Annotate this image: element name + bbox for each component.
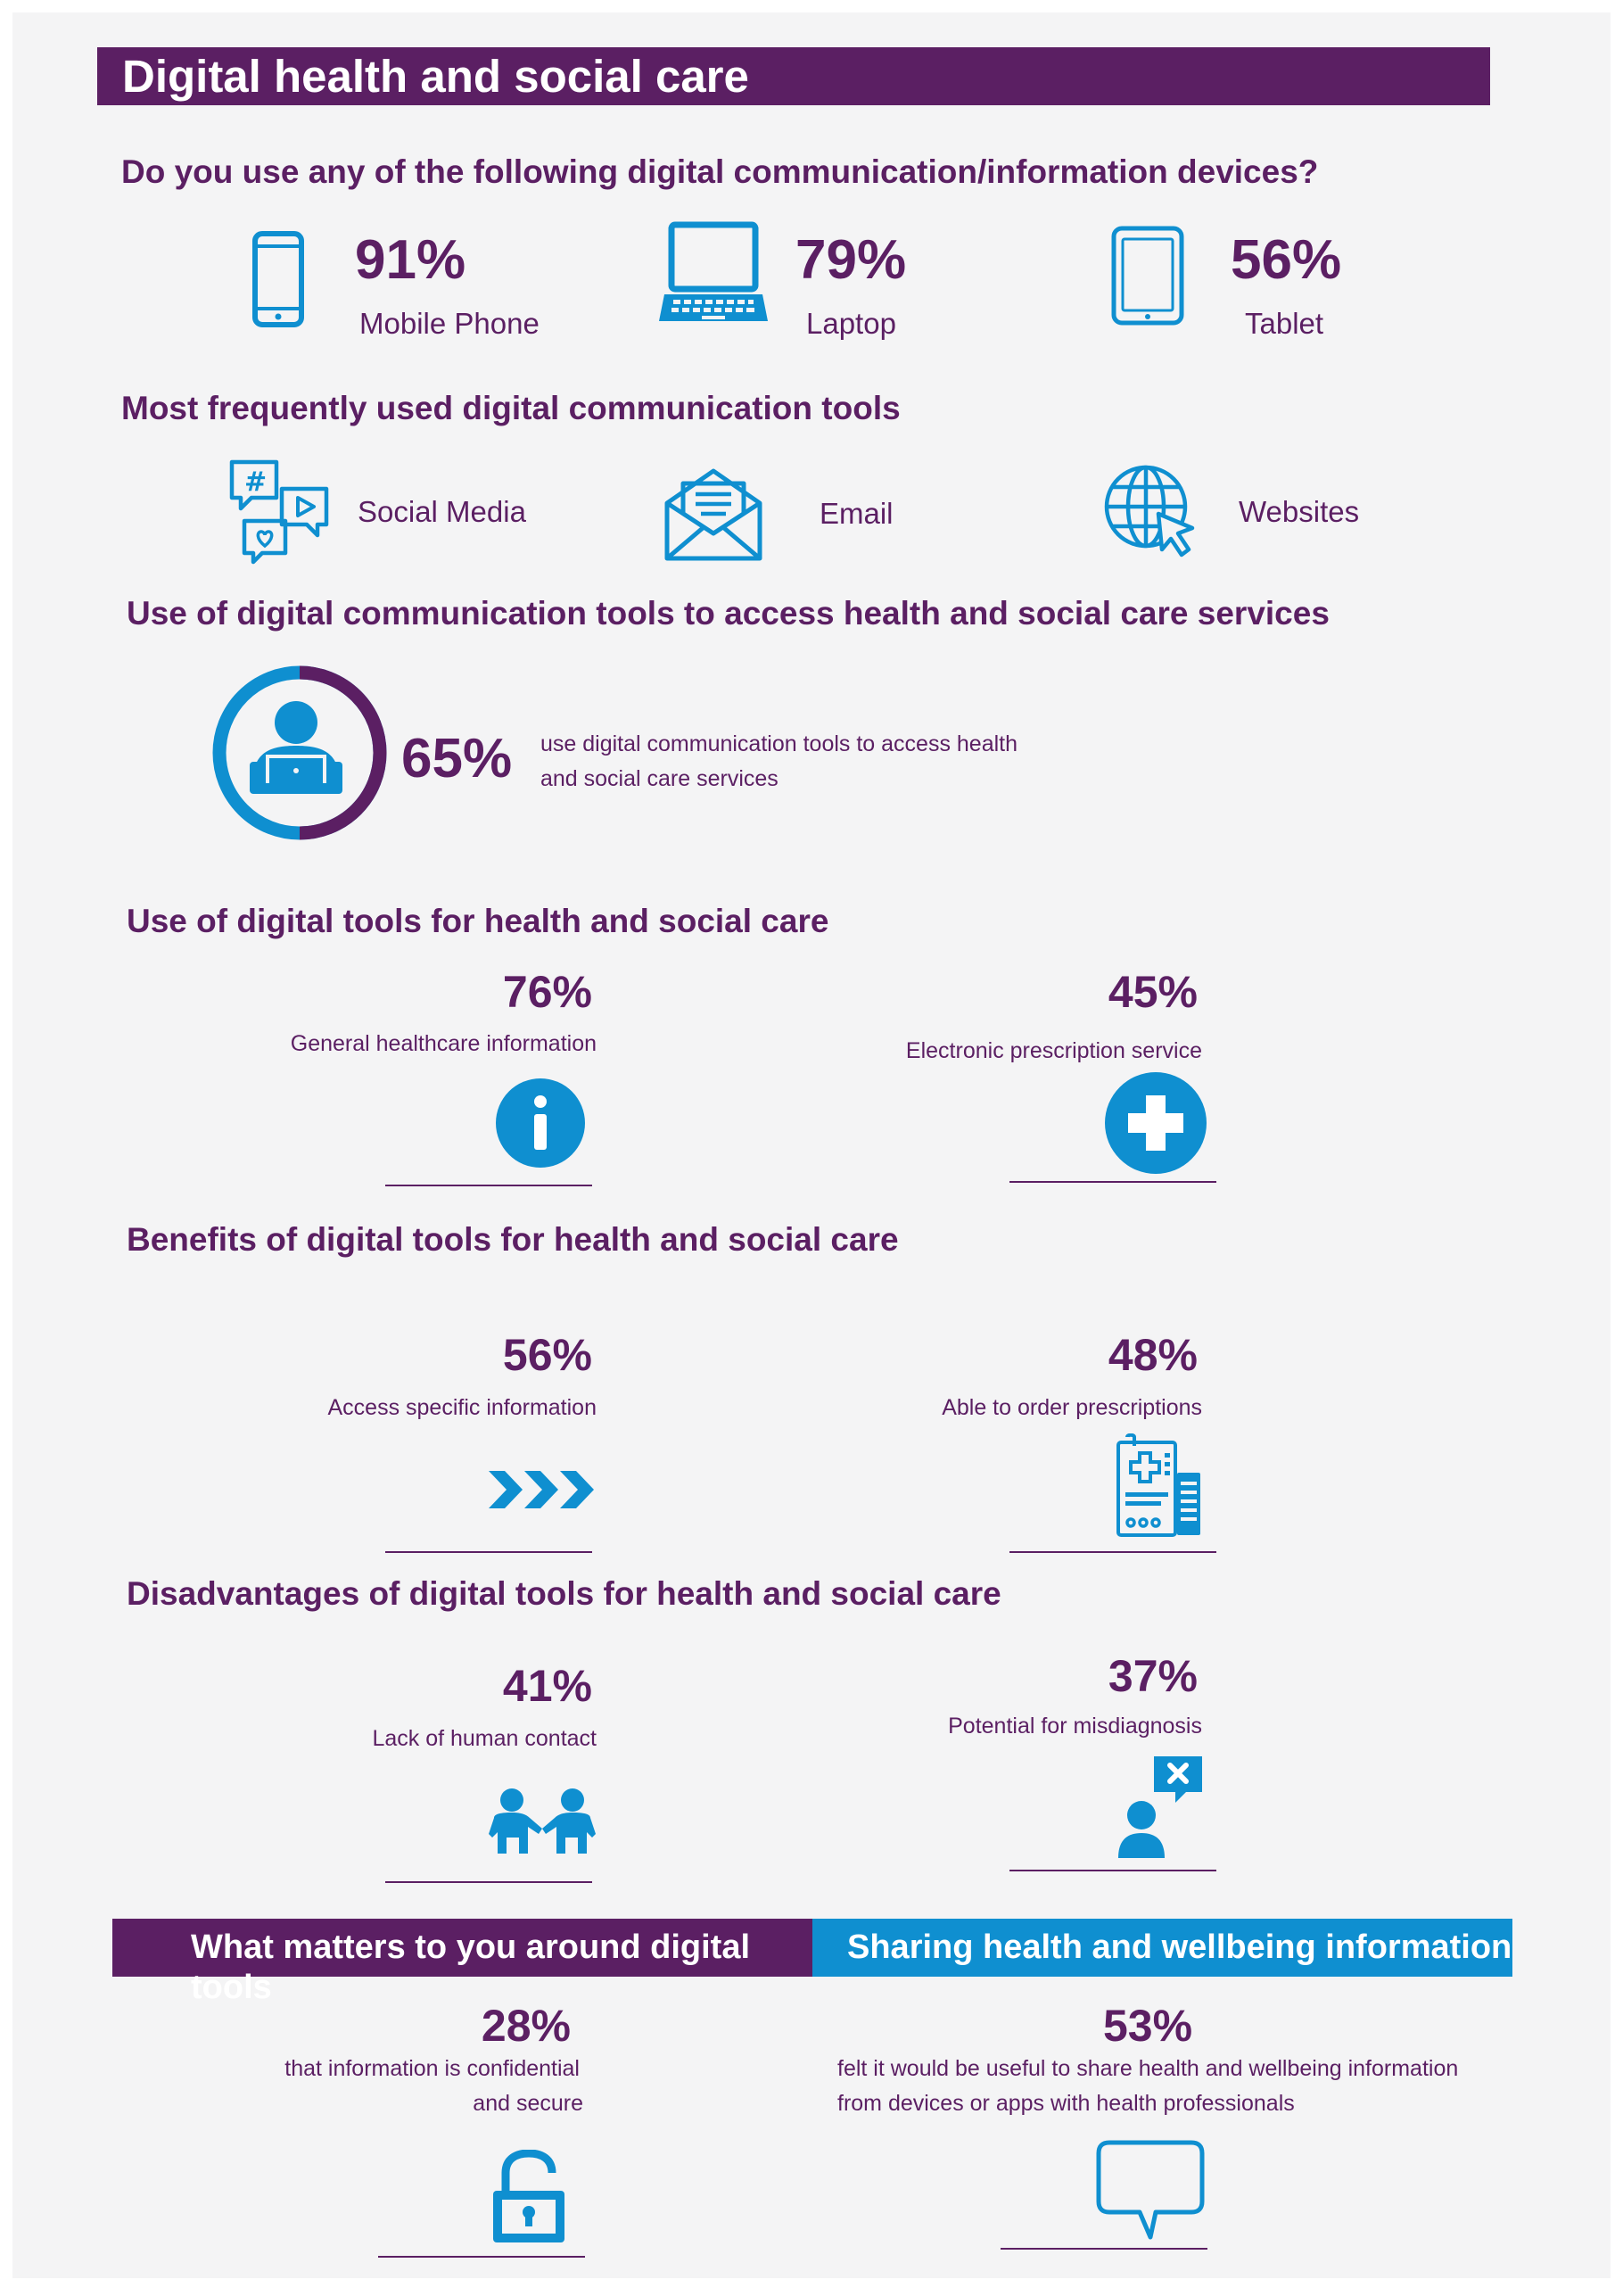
page-title: Digital health and social care [97, 47, 1490, 105]
matters-pct: 28% [481, 2001, 571, 2051]
sharing-header-bar: Sharing health and wellbeing information [812, 1919, 1512, 1977]
benefits-right-pct: 48% [1108, 1330, 1198, 1380]
use-left-rule [385, 1185, 592, 1186]
tablet-label: Tablet [1245, 307, 1324, 340]
info-icon [496, 1078, 585, 1168]
matters-header-line1: What matters to you around digital [191, 1928, 751, 1966]
sharing-desc-line1: felt it would be useful to share health … [837, 2056, 1459, 2081]
benefits-left-pct: 56% [502, 1330, 592, 1380]
benefits-right-rule [1009, 1551, 1216, 1553]
devices-question: Do you use any of the following digital … [121, 153, 1319, 190]
tablet-pct: 56% [1231, 229, 1342, 291]
disadvantages-left-label: Lack of human contact [372, 1726, 597, 1751]
access-desc-line2: and social care services [540, 766, 779, 791]
fast-forward-chevrons-icon [489, 1471, 594, 1508]
access-donut-chart [212, 665, 387, 840]
svg-text:#: # [244, 467, 267, 498]
use-right-pct: 45% [1108, 967, 1198, 1017]
donut-arc [299, 665, 387, 840]
disadvantages-right-pct: 37% [1108, 1651, 1198, 1701]
two-people-icon [489, 1788, 596, 1854]
laptop-pct: 79% [795, 229, 907, 291]
use-right-rule [1009, 1181, 1216, 1183]
mobile-phone-pct: 91% [355, 229, 466, 291]
email-label: Email [820, 497, 894, 530]
prescription-icon [1116, 1433, 1200, 1537]
benefits-right-label: Able to order prescriptions [942, 1395, 1202, 1420]
person-error-icon [1118, 1756, 1202, 1858]
website-globe-icon [1104, 465, 1195, 557]
benefits-left-label: Access specific information [327, 1395, 597, 1420]
benefits-left-rule [385, 1551, 592, 1553]
tablet-icon [1111, 226, 1184, 326]
websites-label: Websites [1239, 495, 1360, 528]
mobile-phone-icon [252, 231, 304, 327]
tools-heading: Most frequently used digital communicati… [121, 390, 901, 426]
speech-bubble-icon [1096, 2140, 1205, 2240]
email-icon [664, 468, 762, 561]
disadvantages-heading: Disadvantages of digital tools for healt… [127, 1575, 1001, 1612]
disadvantages-left-pct: 41% [502, 1661, 592, 1711]
matters-header-bar: What matters to you around digital tools [112, 1919, 812, 2004]
page-panel [12, 12, 1611, 2278]
use-heading: Use of digital tools for health and soci… [127, 903, 829, 939]
use-left-label: General healthcare information [290, 1031, 597, 1056]
disadvantages-left-rule [385, 1881, 592, 1883]
padlock-icon [493, 2150, 564, 2242]
sharing-pct: 53% [1103, 2001, 1193, 2051]
disadvantages-right-label: Potential for misdiagnosis [948, 1714, 1202, 1739]
mobile-phone-label: Mobile Phone [359, 307, 540, 340]
matters-desc-line2: and secure [473, 2091, 583, 2116]
laptop-label: Laptop [806, 307, 896, 340]
sharing-rule [1001, 2248, 1207, 2250]
matters-header-line2: tools [191, 1969, 272, 2006]
disadvantages-right-rule [1009, 1870, 1216, 1871]
sharing-desc-line2: from devices or apps with health profess… [837, 2091, 1295, 2116]
benefits-heading: Benefits of digital tools for health and… [127, 1221, 899, 1258]
person-laptop-icon [250, 701, 342, 794]
access-desc-line1: use digital communication tools to acces… [540, 731, 1018, 756]
social-media-label: Social Media [358, 495, 526, 528]
access-pct: 65% [401, 728, 513, 789]
access-heading: Use of digital communication tools to ac… [127, 595, 1330, 632]
matters-desc-line1: that information is confidential [284, 2056, 580, 2081]
use-right-label: Electronic prescription service [905, 1038, 1202, 1063]
matters-rule [378, 2256, 585, 2258]
social-media-icon: # [229, 459, 329, 565]
medical-cross-icon [1105, 1072, 1207, 1174]
laptop-icon [659, 221, 768, 321]
use-left-pct: 76% [502, 967, 592, 1017]
